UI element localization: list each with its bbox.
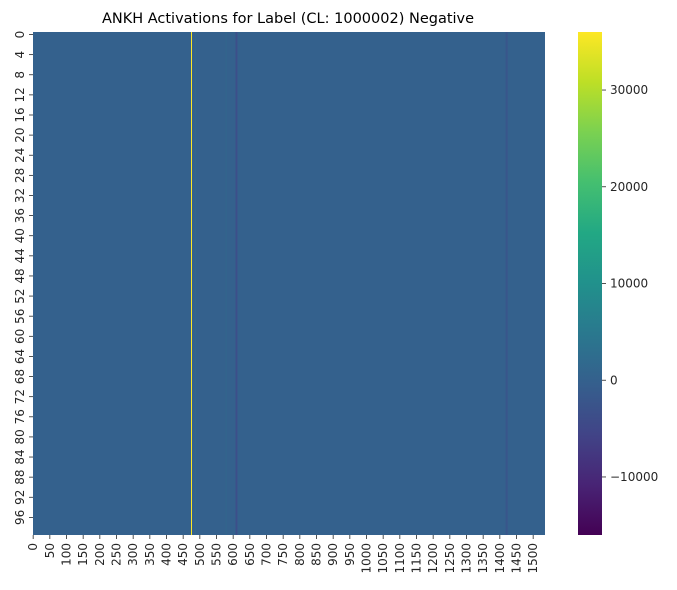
y-tick-label-5: 20 [13, 127, 27, 142]
x-tick-label-7: 350 [143, 543, 157, 566]
x-tick-label-26: 1300 [460, 543, 474, 574]
y-tick-label-11: 44 [13, 248, 27, 263]
heatmap-column-stripe-6 [507, 32, 508, 535]
x-tick-label-16: 800 [293, 543, 307, 566]
x-tick-label-28: 1400 [493, 543, 507, 574]
x-tick-label-1: 50 [43, 543, 57, 558]
x-tick-label-9: 450 [176, 543, 190, 566]
y-tick-label-17: 68 [13, 369, 27, 384]
x-tick-label-30: 1500 [526, 543, 540, 574]
heatmap-body [33, 32, 545, 535]
y-tick-label-14: 56 [13, 309, 27, 324]
x-tick-label-22: 1100 [393, 543, 407, 574]
x-tick-label-10: 500 [193, 543, 207, 566]
x-tick-label-21: 1050 [376, 543, 390, 574]
x-tick-label-29: 1450 [510, 543, 524, 574]
x-tick-label-18: 900 [326, 543, 340, 566]
x-axis: 0 50 100 150 200 250 300 350 400 450 500 550 600 650 7… [26, 535, 540, 574]
y-tick-label-24: 96 [13, 510, 27, 525]
y-tick-label-2: 8 [13, 71, 27, 79]
heatmap-column-stripe-5 [505, 32, 507, 535]
colorbar-tick-label-3: 20000 [610, 180, 648, 194]
y-tick-label-20: 80 [13, 429, 27, 444]
x-tick-label-17: 850 [310, 543, 324, 566]
y-tick-label-0: 0 [13, 31, 27, 39]
x-tick-label-12: 600 [226, 543, 240, 566]
x-tick-label-5: 250 [110, 543, 124, 566]
heatmap-column-stripe-4 [237, 32, 238, 535]
y-tick-label-12: 48 [13, 268, 27, 283]
heatmap-column-stripe-0 [191, 32, 192, 535]
x-tick-label-11: 550 [210, 543, 224, 566]
y-tick-label-15: 60 [13, 329, 27, 344]
y-tick-label-8: 32 [13, 188, 27, 203]
y-tick-label-6: 24 [13, 148, 27, 163]
y-tick-label-13: 52 [13, 288, 27, 303]
x-tick-label-8: 400 [160, 543, 174, 566]
y-tick-label-4: 16 [13, 107, 27, 122]
y-tick-label-9: 36 [13, 208, 27, 223]
x-tick-label-20: 1000 [360, 543, 374, 574]
x-tick-label-19: 950 [343, 543, 357, 566]
y-tick-label-7: 28 [13, 168, 27, 183]
x-tick-label-3: 150 [76, 543, 90, 566]
y-tick-label-19: 76 [13, 409, 27, 424]
heatmap-cells [33, 32, 545, 535]
x-tick-label-2: 100 [60, 543, 74, 566]
y-tick-label-22: 88 [13, 470, 27, 485]
x-tick-label-15: 750 [276, 543, 290, 566]
heatmap-column-stripe-2 [225, 32, 227, 535]
colorbar: −10000 0 10000 20000 30000 [578, 32, 658, 535]
x-tick-label-25: 1250 [443, 543, 457, 574]
x-tick-label-13: 650 [243, 543, 257, 566]
x-tick-label-6: 300 [126, 543, 140, 566]
x-tick-label-4: 200 [93, 543, 107, 566]
y-tick-label-23: 92 [13, 490, 27, 505]
y-tick-label-16: 64 [13, 349, 27, 364]
colorbar-tick-label-2: 10000 [610, 277, 648, 291]
y-tick-label-10: 40 [13, 228, 27, 243]
x-tick-label-23: 1150 [410, 543, 424, 574]
chart-title: ANKH Activations for Label (CL: 1000002)… [102, 11, 474, 27]
y-tick-label-3: 12 [13, 87, 27, 102]
x-tick-label-14: 700 [260, 543, 274, 566]
x-tick-label-27: 1350 [476, 543, 490, 574]
colorbar-gradient [578, 32, 602, 535]
colorbar-ticks: −10000 0 10000 20000 30000 [602, 83, 658, 484]
y-tick-label-21: 84 [13, 449, 27, 464]
colorbar-tick-label-1: 0 [610, 373, 618, 387]
heatmap-column-stripe-1 [195, 32, 196, 535]
y-tick-label-1: 4 [13, 51, 27, 59]
x-tick-label-24: 1200 [426, 543, 440, 574]
colorbar-tick-label-4: 30000 [610, 83, 648, 97]
colorbar-tick-label-0: −10000 [610, 470, 658, 484]
x-tick-label-0: 0 [26, 543, 40, 551]
y-axis: 0481216202428323640444852566064687276808… [13, 31, 33, 525]
heatmap-column-stripe-3 [235, 32, 237, 535]
y-tick-label-18: 72 [13, 389, 27, 404]
